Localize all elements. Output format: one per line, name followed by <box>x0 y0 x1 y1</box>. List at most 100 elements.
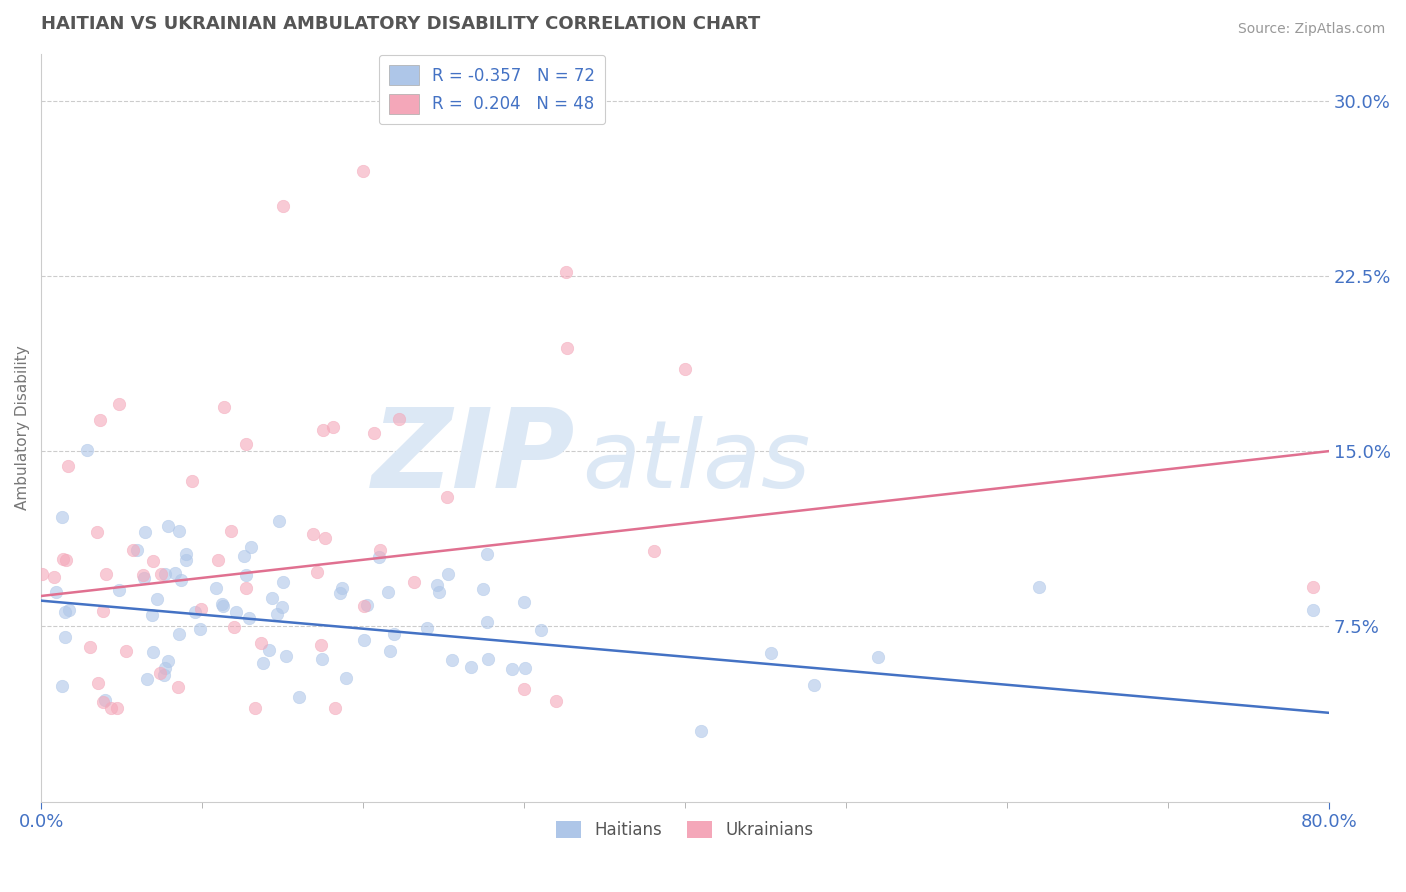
Point <box>388 411 411 425</box>
Point <box>205 581 228 595</box>
Point <box>436 490 458 504</box>
Point <box>153 668 176 682</box>
Point <box>167 627 190 641</box>
Point <box>107 583 129 598</box>
Point <box>58 458 80 473</box>
Point <box>471 582 494 596</box>
Point <box>31 566 53 581</box>
Point <box>53 630 76 644</box>
Point <box>335 671 357 685</box>
Point <box>42 570 65 584</box>
Point <box>437 566 460 581</box>
Point <box>1302 603 1324 617</box>
Point <box>378 644 401 658</box>
Point <box>136 672 159 686</box>
Point <box>325 701 347 715</box>
Point <box>367 549 389 564</box>
Point <box>156 654 179 668</box>
Point <box>153 661 176 675</box>
Point <box>250 636 273 650</box>
Text: ZIP: ZIP <box>373 404 575 511</box>
Point <box>93 604 115 618</box>
Point <box>311 423 333 437</box>
Point <box>501 662 523 676</box>
Point <box>93 692 115 706</box>
Point <box>426 578 449 592</box>
Point <box>170 573 193 587</box>
Point <box>134 525 156 540</box>
Point <box>91 695 114 709</box>
Point <box>132 567 155 582</box>
Point <box>211 599 233 613</box>
Point <box>555 341 578 355</box>
Point <box>530 623 553 637</box>
Point <box>240 540 263 554</box>
Point <box>125 543 148 558</box>
Point <box>174 552 197 566</box>
Point <box>353 599 375 614</box>
Point <box>554 265 576 279</box>
Point <box>673 362 696 376</box>
Point <box>477 651 499 665</box>
Point <box>513 661 536 675</box>
Point <box>225 605 247 619</box>
Point <box>257 643 280 657</box>
Point <box>274 649 297 664</box>
Point <box>309 638 332 652</box>
Point <box>141 608 163 623</box>
Point <box>260 591 283 605</box>
Point <box>352 163 374 178</box>
Point <box>86 524 108 539</box>
Point <box>271 574 294 589</box>
Point <box>163 566 186 581</box>
Point <box>427 585 450 599</box>
Point <box>311 651 333 665</box>
Point <box>267 515 290 529</box>
Point <box>377 585 399 599</box>
Point <box>546 694 568 708</box>
Point <box>100 701 122 715</box>
Point <box>79 640 101 654</box>
Point <box>52 552 75 566</box>
Point <box>252 657 274 671</box>
Point <box>271 199 294 213</box>
Point <box>76 442 98 457</box>
Point <box>416 621 439 635</box>
Point <box>207 553 229 567</box>
Point <box>235 436 257 450</box>
Point <box>51 679 73 693</box>
Point <box>89 413 111 427</box>
Point <box>803 678 825 692</box>
Point <box>122 543 145 558</box>
Point <box>353 633 375 648</box>
Point <box>190 601 212 615</box>
Point <box>314 532 336 546</box>
Point <box>156 519 179 533</box>
Point <box>142 554 165 568</box>
Point <box>238 611 260 625</box>
Point <box>176 547 198 561</box>
Point <box>51 510 73 524</box>
Point <box>184 605 207 619</box>
Text: Source: ZipAtlas.com: Source: ZipAtlas.com <box>1237 22 1385 37</box>
Point <box>132 571 155 585</box>
Point <box>188 623 211 637</box>
Point <box>1302 580 1324 594</box>
Point <box>288 690 311 704</box>
Point <box>212 401 235 415</box>
Point <box>759 646 782 660</box>
Point <box>368 542 391 557</box>
Point <box>235 581 257 595</box>
Point <box>305 566 328 580</box>
Point <box>460 660 482 674</box>
Point <box>96 566 118 581</box>
Point <box>384 627 406 641</box>
Text: HAITIAN VS UKRAINIAN AMBULATORY DISABILITY CORRELATION CHART: HAITIAN VS UKRAINIAN AMBULATORY DISABILI… <box>41 15 761 33</box>
Point <box>149 666 172 681</box>
Point <box>868 649 890 664</box>
Point <box>235 568 257 582</box>
Point <box>402 574 425 589</box>
Point <box>475 615 498 629</box>
Point <box>356 599 378 613</box>
Point <box>87 676 110 690</box>
